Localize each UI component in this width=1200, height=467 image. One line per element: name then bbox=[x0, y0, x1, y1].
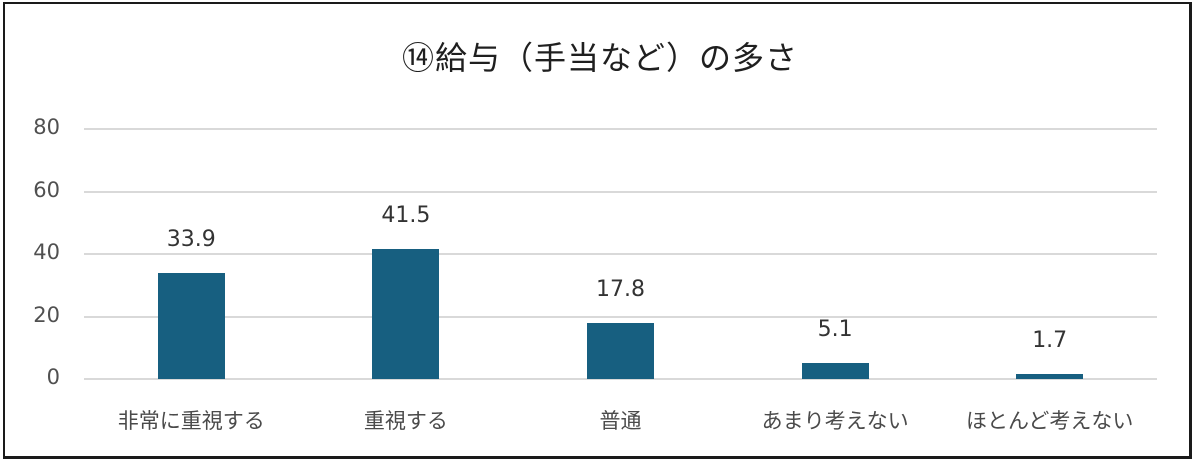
data-label: 41.5 bbox=[381, 203, 431, 229]
y-tick-label: 80 bbox=[33, 115, 60, 139]
y-tick-label: 40 bbox=[33, 240, 60, 264]
data-label: 1.7 bbox=[1032, 327, 1068, 353]
data-label: 33.9 bbox=[166, 227, 216, 253]
gridline bbox=[84, 253, 1157, 255]
y-tick-label: 60 bbox=[33, 177, 60, 202]
bar bbox=[587, 323, 654, 379]
gridline bbox=[84, 128, 1157, 130]
y-tick-label: 20 bbox=[33, 302, 60, 327]
x-category-label: あまり考えない bbox=[761, 409, 909, 433]
bar bbox=[157, 273, 225, 379]
x-category-label: 重視する bbox=[363, 409, 448, 433]
data-label: 5.1 bbox=[817, 317, 853, 343]
bar bbox=[1016, 373, 1084, 379]
gridline bbox=[84, 315, 1157, 318]
bar bbox=[372, 249, 440, 379]
x-category-label: ほとんど考えない bbox=[966, 409, 1134, 433]
chart-title: ⑭給与（手当など）の多さ bbox=[401, 39, 798, 77]
chart-frame bbox=[3, 2, 1192, 459]
data-label: 17.8 bbox=[596, 277, 645, 303]
gridline bbox=[84, 190, 1157, 193]
x-category-label: 非常に重視する bbox=[117, 409, 265, 433]
y-tick-label: 0 bbox=[46, 365, 60, 389]
x-category-label: 普通 bbox=[599, 409, 642, 433]
gridline bbox=[84, 378, 1157, 380]
bar bbox=[801, 363, 869, 379]
